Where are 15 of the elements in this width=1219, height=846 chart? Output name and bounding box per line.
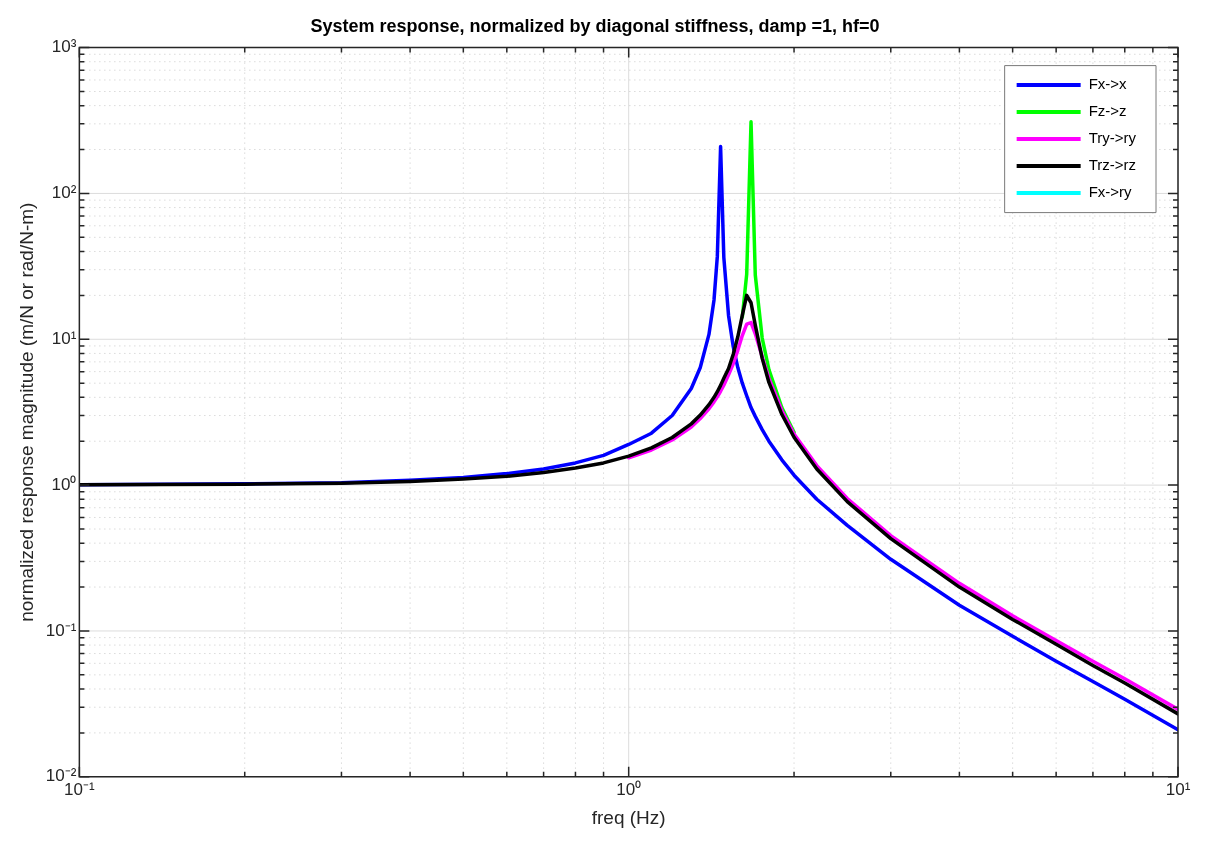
legend-label: Fx->x [1088,75,1128,93]
y-tick-label: 10² [51,183,77,203]
x-tick-label: 10¹ [1165,779,1191,799]
y-axis-title: normalized response magnitude (m/N or rad/N-m) [15,202,37,622]
x-tick-label: 10⁰ [616,779,642,799]
y-tick-label: 10⁰ [51,474,77,494]
legend-label: Fz->z [1088,102,1127,120]
y-tick-label: 10³ [51,37,77,57]
legend-label: Try->ry [1088,129,1137,147]
y-tick-label: 10⁻¹ [45,620,77,640]
legend-label: Trz->rz [1088,156,1137,174]
x-axis-title: freq (Hz) [591,806,666,828]
chart-title: System response, normalized by diagonal stiffness, damp =1, hf=0 [310,15,880,36]
legend-label: Fx->ry [1088,183,1133,201]
y-tick-label: 10¹ [51,328,77,348]
